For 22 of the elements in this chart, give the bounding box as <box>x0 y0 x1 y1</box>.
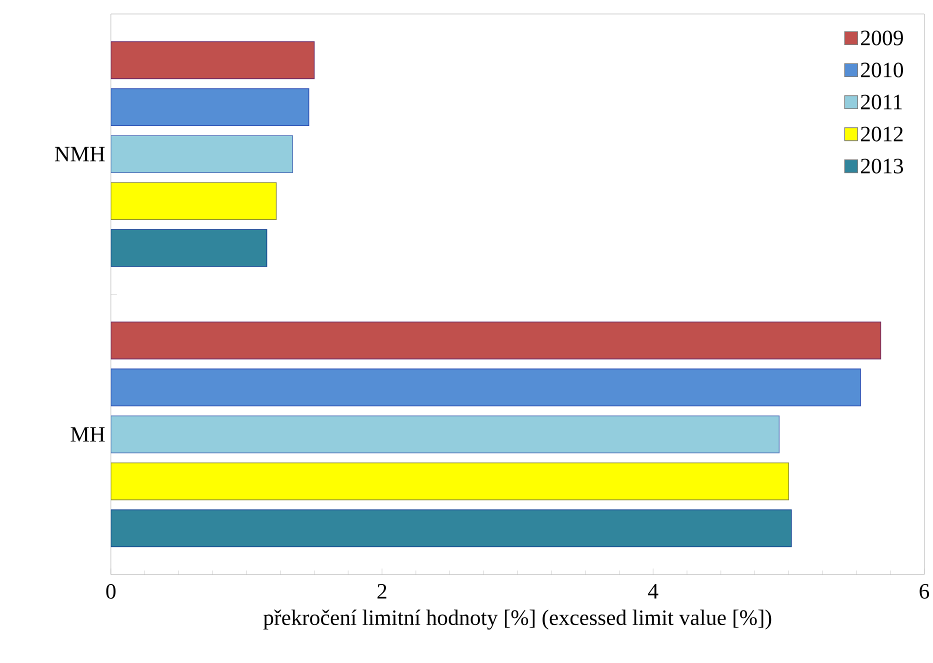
legend-label: 2009 <box>861 30 903 46</box>
bar <box>110 41 315 79</box>
bar <box>110 509 792 547</box>
bar <box>110 462 790 500</box>
y-tick-label: NMH <box>54 146 105 162</box>
bar <box>110 368 861 406</box>
x-axis-title: překročení limitní hodnoty [%] (excessed limit value [%]) <box>263 609 772 630</box>
bar <box>110 182 277 220</box>
bar <box>110 321 882 360</box>
bar <box>110 228 268 267</box>
x-tick-label: 0 <box>106 584 116 599</box>
bar <box>110 135 293 173</box>
bar <box>110 415 780 454</box>
x-tick-label: 6 <box>920 584 930 599</box>
legend-label: 2011 <box>861 94 902 110</box>
y-tick-label: MH <box>70 426 105 442</box>
x-tick-label: 2 <box>378 584 386 598</box>
legend-label: 2013 <box>861 158 903 174</box>
x-tick-label: 4 <box>648 584 658 598</box>
legend-label: 2012 <box>861 126 903 142</box>
bar <box>110 88 310 126</box>
legend-label: 2010 <box>861 62 903 78</box>
